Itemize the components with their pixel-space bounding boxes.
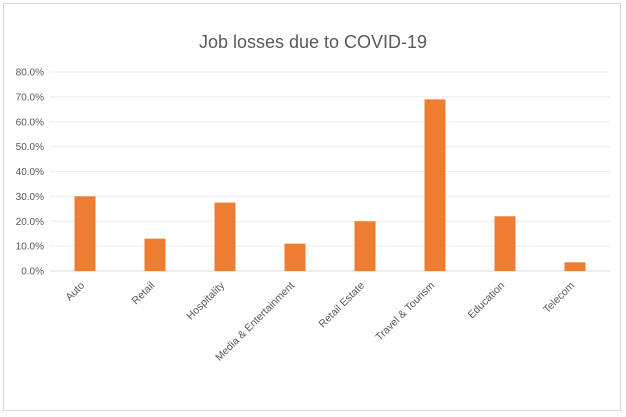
x-category-label: Auto bbox=[63, 280, 87, 304]
bar bbox=[74, 196, 96, 271]
x-category-label: Education bbox=[466, 280, 508, 322]
bar bbox=[354, 221, 376, 271]
x-category-label: Travel & Tourism bbox=[373, 279, 437, 343]
x-category-label: Hospitality bbox=[184, 279, 227, 322]
bar bbox=[564, 262, 586, 271]
bar bbox=[494, 216, 516, 271]
y-tick-label: 40.0% bbox=[16, 167, 44, 178]
bar bbox=[284, 243, 306, 271]
bar bbox=[214, 202, 236, 271]
bar bbox=[144, 238, 166, 271]
x-category-label: Retail bbox=[130, 280, 157, 307]
y-tick-label: 70.0% bbox=[16, 92, 44, 103]
y-tick-label: 50.0% bbox=[16, 142, 44, 153]
x-category-label: Telecom bbox=[541, 279, 577, 315]
chart-area bbox=[3, 3, 621, 411]
y-tick-label: 80.0% bbox=[16, 68, 44, 79]
y-tick-label: 20.0% bbox=[16, 217, 44, 228]
x-category-label: Media & Entertainment bbox=[213, 280, 297, 364]
chart-title: Job losses due to COVID-19 bbox=[199, 32, 427, 52]
y-tick-label: 10.0% bbox=[16, 242, 44, 253]
y-axis-tick-labels: 0.0% 10.0% 20.0% 30.0% 40.0% 50.0% 60.0% 70.0% 8… bbox=[16, 68, 44, 278]
y-tick-label: 0.0% bbox=[21, 267, 44, 278]
y-tick-label: 60.0% bbox=[16, 117, 44, 128]
bar bbox=[424, 99, 446, 271]
bars bbox=[74, 99, 586, 271]
gridlines bbox=[50, 71, 610, 272]
y-tick-label: 30.0% bbox=[16, 192, 44, 203]
x-category-label: Retail Estate bbox=[317, 280, 368, 331]
